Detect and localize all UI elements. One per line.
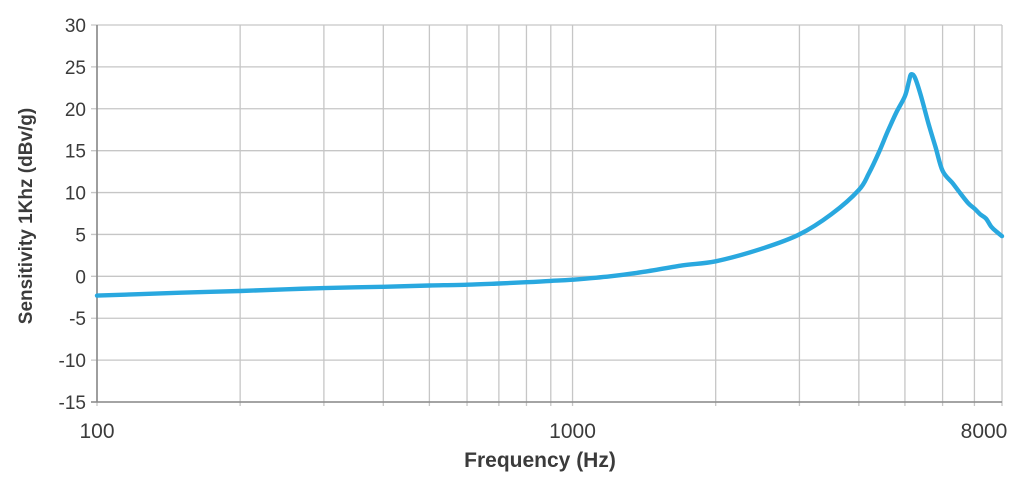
y-tick-label: 5 bbox=[75, 225, 86, 246]
y-tick-label: 25 bbox=[65, 58, 86, 79]
y-tick-label: -10 bbox=[59, 351, 86, 372]
y-tick-label: 10 bbox=[65, 184, 86, 205]
x-tick-label: 1000 bbox=[549, 420, 596, 443]
y-tick-label: 20 bbox=[65, 100, 86, 121]
y-tick-label: 30 bbox=[65, 16, 86, 37]
x-tick-label: 8000 bbox=[961, 420, 1008, 443]
y-tick-label: 0 bbox=[75, 267, 86, 288]
x-tick-label: 100 bbox=[79, 420, 114, 443]
y-tick-label: -15 bbox=[59, 393, 86, 414]
y-tick-label: -5 bbox=[69, 309, 86, 330]
sensitivity-curve bbox=[94, 72, 1005, 298]
x-axis-title: Frequency (Hz) bbox=[464, 449, 616, 472]
y-axis-title: Sensitivity 1Khz (dBv/g) bbox=[16, 107, 37, 325]
y-tick-label: 15 bbox=[65, 142, 86, 163]
